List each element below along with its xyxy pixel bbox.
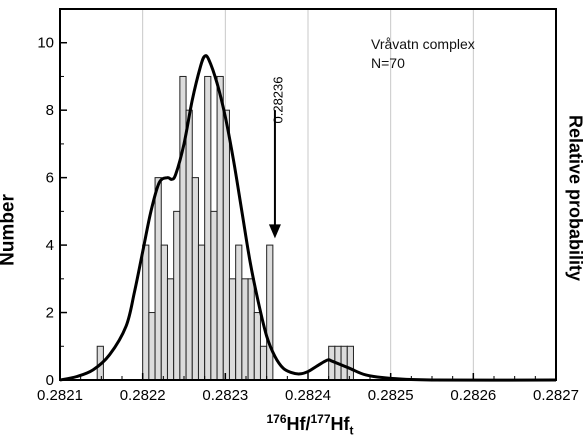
histogram-bar [160, 244, 168, 381]
histogram-bar [266, 244, 274, 381]
y-tick-label: 6 [46, 170, 54, 187]
x-tick-label: 0.2826 [450, 387, 496, 404]
histogram-bar [191, 177, 199, 381]
y-axis-label: Number [0, 194, 19, 266]
histogram-bar [346, 345, 354, 381]
x-tick-label: 0.2825 [368, 387, 414, 404]
sample-count: N=70 [371, 55, 405, 71]
histogram-bar [142, 244, 150, 381]
histogram-bar [222, 109, 230, 381]
plot-frame [59, 8, 557, 381]
median-arrow [268, 110, 281, 239]
histogram-bar [241, 278, 249, 381]
histogram-bar [228, 278, 237, 381]
y-tick-label: 4 [46, 237, 54, 254]
histogram-bar [173, 210, 181, 381]
histogram-bar [259, 345, 268, 381]
secondary-y-axis-label: Relative probability [565, 114, 586, 282]
y-tick-label: 10 [37, 35, 54, 52]
histogram-bar [340, 345, 348, 381]
complex-name: Vråvatn complex [371, 36, 475, 52]
histogram-bar [210, 210, 218, 381]
y-tick-label: 0 [46, 372, 54, 389]
histogram-bar [253, 312, 261, 381]
x-tick-label: 0.2824 [285, 387, 331, 404]
histogram-bar [216, 75, 224, 381]
histogram-bar [166, 278, 175, 381]
y-tick-label: 8 [46, 102, 54, 119]
probability-curve [59, 54, 557, 382]
arrow-value-label: 0.28236 [270, 76, 286, 124]
histogram-bar [204, 75, 212, 381]
x-axis-label: 176Hf/177Hft [266, 412, 354, 438]
x-tick-label: 0.2821 [37, 387, 83, 404]
histogram-bar [185, 109, 193, 381]
histogram-bar [247, 278, 255, 381]
tick-labels: 0.2821 0.2822 0.2823 0.2824 0.2825 0.2826 0.28… [37, 35, 579, 404]
histogram-bar [235, 244, 243, 381]
histogram-bar [179, 75, 187, 381]
x-tick-label: 0.2827 [533, 387, 579, 404]
histogram-bar [197, 244, 206, 381]
histogram-bar [154, 177, 162, 381]
histogram-bar [148, 312, 156, 381]
x-tick-label: 0.2822 [120, 387, 166, 404]
arrow-head [268, 224, 281, 239]
y-tick-label: 2 [46, 305, 54, 322]
x-tick-label: 0.2823 [202, 387, 248, 404]
